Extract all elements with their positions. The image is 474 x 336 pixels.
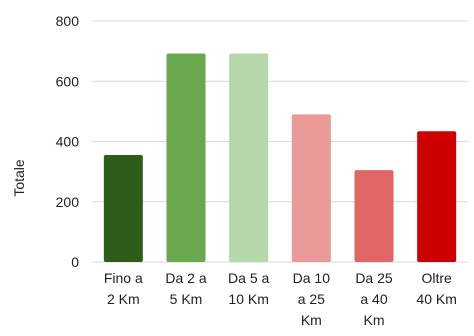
x-category-label-line: 40 Km [416,291,456,307]
gridlines [92,20,468,263]
x-category-label: Da 25 a 40 Km [355,270,393,328]
bar [103,155,143,262]
x-category-label-line: Km [364,312,385,328]
y-tick-label: 600 [56,73,80,89]
x-category-label: Da 10 a 25 Km [293,270,331,328]
x-category-label-line: a 25 [298,291,325,307]
x-category-label-line: 2 Km [107,291,140,307]
bar [291,114,331,262]
bar [354,170,394,262]
y-tick-label: 800 [56,13,80,29]
bar [417,131,457,262]
x-category-label-line: Da 5 a [228,270,269,286]
y-axis-ticks: 0 200 400 600 800 [56,13,80,270]
bar [166,53,206,262]
x-category-label-line: Da 25 [355,270,393,286]
x-category-label: Da 5 a 10 Km [228,270,269,307]
x-category-label-line: 5 Km [170,291,203,307]
bar [229,53,269,262]
x-category-label: Da 2 a 5 Km [165,270,206,307]
y-axis-title: Totale [11,159,27,197]
y-tick-label: 0 [71,254,79,270]
x-category-label-line: Km [301,312,322,328]
x-category-label-line: 10 Km [228,291,268,307]
x-category-label-line: Da 2 a [165,270,206,286]
y-tick-label: 200 [56,194,80,210]
x-category-label: Fino a 2 Km [104,270,143,307]
x-category-label-line: a 40 [360,291,387,307]
x-category-label-line: Fino a [104,270,143,286]
x-category-label-line: Oltre [421,270,452,286]
x-category-label-line: Da 10 [293,270,331,286]
x-category-label: Oltre 40 Km [416,270,456,307]
x-axis-labels: Fino a 2 Km Da 2 a 5 Km Da 5 a 10 Km Da 10 a 25… [104,270,457,328]
y-tick-label: 400 [56,134,80,150]
bars [103,53,457,262]
